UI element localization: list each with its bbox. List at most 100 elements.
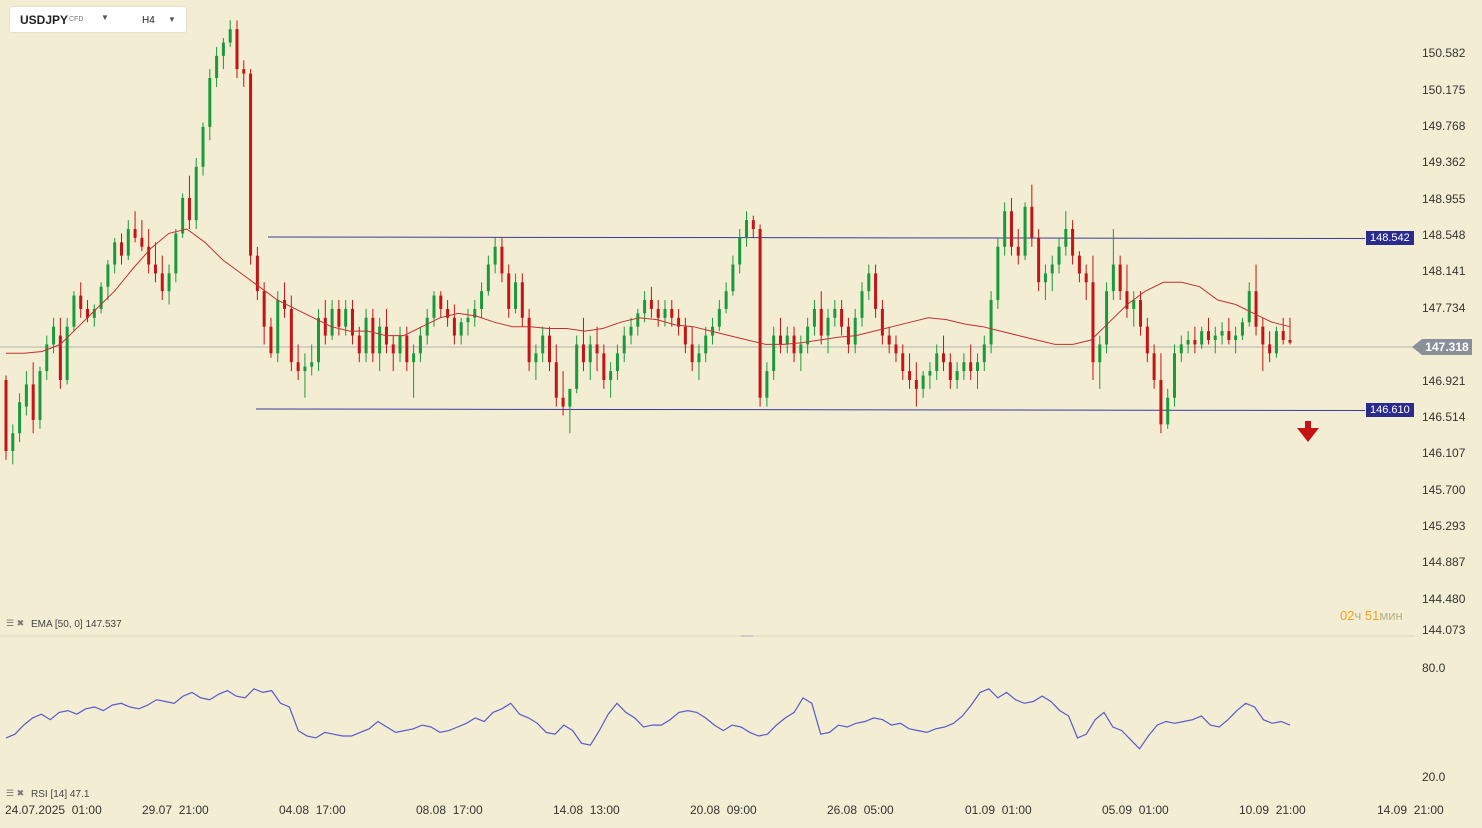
candle-countdown: 02ч 51мин xyxy=(1340,608,1403,623)
candle-body xyxy=(547,335,551,363)
candle-body xyxy=(629,326,633,336)
candle-body xyxy=(446,308,450,318)
candle-body xyxy=(269,326,273,354)
symbol-type-badge: CFD xyxy=(69,16,84,23)
symbol-selector[interactable]: USDJPY CFD ▼ H4 ▼ xyxy=(10,7,186,32)
candle-body xyxy=(751,220,755,230)
candle-body xyxy=(846,326,850,345)
candle-body xyxy=(1064,229,1068,247)
ema-settings-icon[interactable]: ☰ ✖ xyxy=(6,618,25,628)
candle-body xyxy=(276,300,280,354)
candle-body xyxy=(833,308,837,318)
candle-body xyxy=(221,42,225,56)
rsi-settings-icon[interactable]: ☰ ✖ xyxy=(6,788,25,798)
candle-body xyxy=(683,326,687,345)
candle-body xyxy=(541,335,545,354)
candle-body xyxy=(1152,353,1156,380)
candle-body xyxy=(418,335,422,354)
resistance-level-line[interactable] xyxy=(267,236,1366,239)
candle-body xyxy=(432,295,436,318)
candle-body xyxy=(853,317,857,345)
candle-body xyxy=(745,220,749,238)
candle-body xyxy=(1098,344,1102,363)
candle-body xyxy=(1037,237,1041,283)
resistance-price-tag[interactable]: 148.542 xyxy=(1366,231,1414,245)
support-price-tag[interactable]: 146.610 xyxy=(1366,403,1414,417)
rsi-line xyxy=(5,688,1291,750)
candle-body xyxy=(1159,379,1163,425)
candle-body xyxy=(1247,291,1251,323)
candle-body xyxy=(459,322,463,336)
candle-body xyxy=(1268,344,1272,354)
candle-body xyxy=(1111,264,1115,292)
candle-body xyxy=(738,237,742,265)
price-tick: 145.700 xyxy=(1422,483,1466,497)
candle-body xyxy=(670,308,674,318)
symbol-dropdown-icon[interactable]: ▼ xyxy=(101,13,109,22)
candle-body xyxy=(337,308,341,327)
candle-body xyxy=(724,291,728,309)
price-tick: 148.548 xyxy=(1422,228,1466,242)
pane-resize-handle[interactable] xyxy=(741,635,753,637)
candle-body xyxy=(568,388,572,407)
candle-body xyxy=(894,344,898,354)
ema-legend: EMA [50, 0] 147.537 xyxy=(31,619,122,630)
candle-body xyxy=(874,273,878,309)
candle-body xyxy=(663,308,667,318)
candle-body xyxy=(140,237,144,247)
support-level-line[interactable] xyxy=(255,408,1366,411)
candle-body xyxy=(595,344,599,354)
candle-body xyxy=(72,295,76,327)
candle-body xyxy=(690,344,694,363)
candle-body xyxy=(1077,255,1081,274)
candle-body xyxy=(452,317,456,336)
time-tick: 05.09 01:00 xyxy=(1102,803,1169,817)
candle-body xyxy=(887,335,891,345)
candle-body xyxy=(235,29,239,70)
candle-body xyxy=(1009,211,1013,247)
candle-body xyxy=(765,371,769,398)
candle-body xyxy=(1057,246,1061,265)
candle-body xyxy=(581,344,585,363)
candle-body xyxy=(1030,206,1034,238)
timeframe-selector[interactable]: H4 xyxy=(142,15,155,26)
candle-body xyxy=(1139,300,1143,327)
candle-body xyxy=(1091,282,1095,363)
candle-body xyxy=(989,300,993,345)
candle-body xyxy=(194,166,198,221)
candle-body xyxy=(1240,322,1244,336)
candle-body xyxy=(1145,326,1149,354)
candle-body xyxy=(1281,331,1285,341)
candle-body xyxy=(975,362,979,372)
candle-body xyxy=(1071,229,1075,256)
candle-body xyxy=(330,308,334,336)
candle-body xyxy=(58,335,62,380)
candle-body xyxy=(792,335,796,354)
time-tick: 10.09 21:00 xyxy=(1239,803,1306,817)
timeframe-dropdown-icon[interactable]: ▼ xyxy=(168,15,176,24)
candle-body xyxy=(636,313,640,327)
candlestick-series xyxy=(4,20,1292,465)
candle-body xyxy=(289,308,293,363)
candle-body xyxy=(554,362,558,398)
candle-body xyxy=(480,291,484,309)
candle-body xyxy=(1261,326,1265,345)
candle-body xyxy=(31,384,35,420)
candle-body xyxy=(1227,331,1231,341)
candle-body xyxy=(398,335,402,354)
candle-body xyxy=(357,335,361,354)
candle-body xyxy=(473,308,477,318)
candle-body xyxy=(1213,335,1217,341)
candle-body xyxy=(181,197,185,234)
price-tick: 145.293 xyxy=(1422,519,1466,533)
candle-body xyxy=(785,335,789,345)
price-tick: 146.514 xyxy=(1422,410,1466,424)
candle-body xyxy=(982,344,986,363)
candle-body xyxy=(106,264,110,287)
candle-body xyxy=(1254,291,1258,327)
candle-body xyxy=(133,229,137,238)
candle-body xyxy=(935,353,939,372)
candle-body xyxy=(52,326,56,345)
candle-body xyxy=(677,317,681,327)
